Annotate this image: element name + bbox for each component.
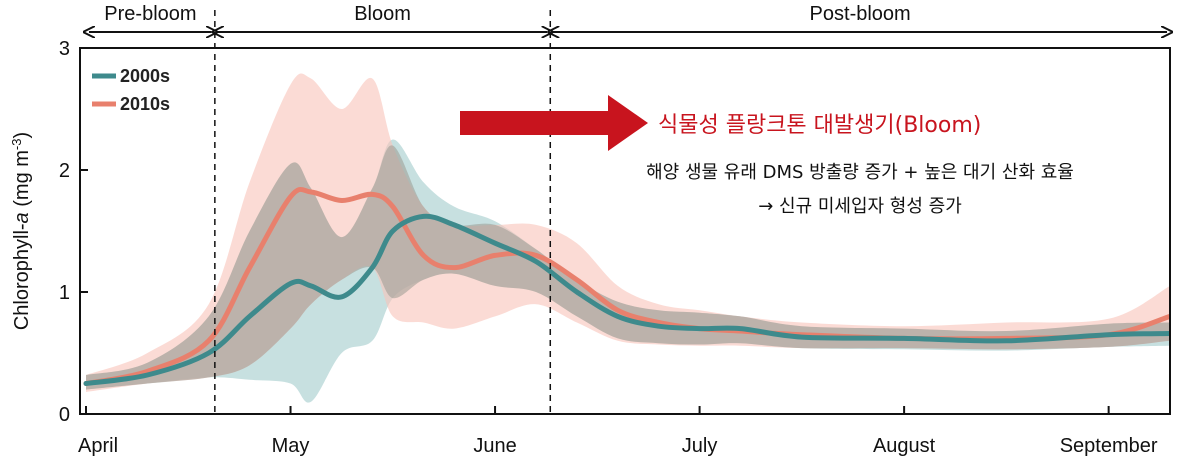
line-2000s [83,213,1170,386]
band-overlap [86,145,1170,390]
legend-label-2010s: 2010s [120,94,170,114]
phase-label-3: Post-bloom [810,3,911,25]
y-tick-label-0: 0 [59,404,70,426]
x-tick-label-5: September [1060,435,1158,457]
phase-label-2: Bloom [354,3,411,25]
y-axis: 0 1 2 3 [59,38,88,426]
y-tick-label-2: 2 [59,160,70,182]
x-axis: April May June July August September [78,406,1158,457]
series-lines [83,186,1170,386]
annotation-line-2: → 신규 미세입자 형성 증가 [758,196,962,217]
y-axis-label: Chlorophyll-a (mg m-3) [9,132,34,330]
bloom-annotation: 식물성 플랑크톤 대발생기(Bloom) 해양 생물 유래 DMS 방출량 증가… [460,95,1074,217]
annotation-line-1: 해양 생물 유래 DMS 방출량 증가 + 높은 대기 산화 효율 [646,162,1074,183]
x-tick-label-1: May [272,435,310,457]
band-2010s [86,73,1170,392]
bloom-arrow-icon [460,95,648,151]
y-tick-label-3: 3 [59,38,70,60]
x-tick-label-2: June [473,435,516,457]
x-tick-label-3: July [682,435,718,457]
x-tick-label-0: April [78,435,118,457]
phase-label-1: Pre-bloom [104,3,196,25]
legend: 2000s 2010s [92,66,170,114]
legend-label-2000s: 2000s [120,66,170,86]
phase-indicators: Pre-bloom Bloom Post-bloom [89,3,1167,32]
plot-frame [79,47,1171,415]
x-tick-label-4: August [873,435,936,457]
y-tick-label-1: 1 [59,282,70,304]
annotation-title: 식물성 플랑크톤 대발생기(Bloom) [658,113,981,138]
phase-boundaries [214,10,552,414]
